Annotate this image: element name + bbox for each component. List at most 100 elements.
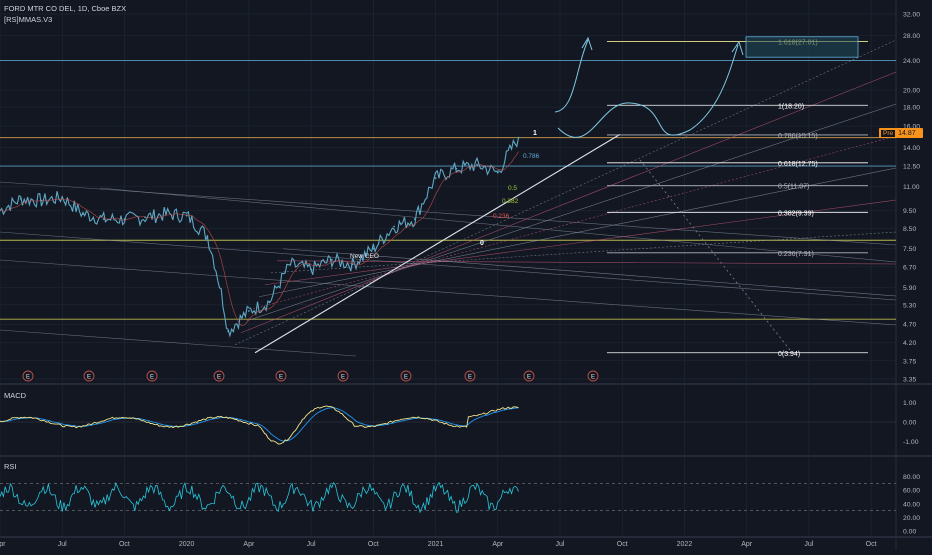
price-data-point — [123, 218, 126, 221]
price-tick-label: 28.00 — [903, 33, 920, 40]
rsi-tick-label: 60.00 — [903, 488, 920, 495]
earnings-marker-label: E — [87, 375, 91, 381]
trend-channel-line — [0, 329, 357, 357]
forecast-arrow-head — [581, 36, 593, 51]
price-tick-label: 18.00 — [903, 105, 920, 112]
fan-line — [246, 103, 897, 322]
price-data-point — [434, 177, 437, 180]
trend-channel-line — [0, 231, 897, 301]
fan-line — [240, 71, 897, 334]
fib-level-label: 0.236(7.31) — [778, 251, 814, 258]
price-tick-label: 5.90 — [903, 285, 916, 292]
time-tick-label: Apr — [741, 541, 753, 548]
moving-average-line — [0, 151, 519, 326]
earnings-marker-label: E — [591, 375, 595, 381]
time-tick-label: Apr — [0, 541, 6, 548]
price-tick-label: 16.00 — [903, 124, 920, 131]
price-data-point — [476, 163, 478, 166]
time-tick-label: Oct — [119, 541, 130, 548]
rsi-tick-label: 80.00 — [903, 474, 920, 481]
forecast-arrow-head — [731, 40, 744, 56]
time-tick-label: Apr — [492, 541, 504, 548]
forecast-path-wave — [557, 44, 739, 138]
earnings-marker-icon — [587, 370, 599, 382]
time-tick-label: 2021 — [428, 541, 444, 548]
macd-tick-label: 1.00 — [903, 400, 916, 407]
price-data-point — [393, 225, 395, 228]
price-data-point — [289, 263, 292, 266]
price-data-point — [19, 198, 22, 200]
rsi-tick-label: 40.00 — [903, 501, 920, 508]
price-data-point — [0, 209, 1, 212]
trend-channel-line — [99, 187, 897, 263]
annotation-zero: 0 — [480, 240, 484, 247]
annotation-5: 0.5 — [508, 185, 517, 192]
macd-signal-line — [0, 407, 519, 442]
earnings-marker-icon — [146, 370, 158, 382]
price-data-point — [185, 214, 188, 217]
indicator-title: [RS]MMAS.V3 — [4, 15, 53, 24]
macd-tick-label: -1.00 — [903, 439, 919, 446]
time-tick-label: Jul — [307, 541, 316, 548]
price-tick-label: 3.75 — [903, 358, 916, 365]
price-tick-label: 12.50 — [903, 164, 920, 171]
earnings-marker-icon — [275, 370, 287, 382]
price-data-point — [310, 268, 313, 271]
price-data-point — [372, 247, 375, 250]
fib-level-label: 0(3.94) — [778, 351, 800, 358]
annotation-new-ceo: New CEO — [350, 253, 379, 260]
price-data-point — [144, 216, 147, 219]
price-tick-label: 5.30 — [903, 302, 916, 309]
rsi-line — [0, 481, 519, 514]
price-tick-label: 32.00 — [903, 12, 920, 19]
price-data-point — [61, 196, 64, 199]
symbol-title: FORD MTR CO DEL, 1D, Cboe BZX — [4, 4, 127, 13]
fan-line — [258, 167, 897, 298]
earnings-marker-label: E — [279, 375, 283, 381]
time-tick-label: Jul — [804, 541, 813, 548]
fan-line — [282, 248, 897, 297]
fan-line — [252, 135, 897, 310]
earnings-marker-icon — [22, 370, 34, 382]
time-tick-label: Oct — [368, 541, 379, 548]
trend-channel-line — [0, 259, 897, 326]
fan-line — [276, 260, 897, 265]
price-data-point — [496, 171, 499, 174]
price-data-point — [330, 258, 333, 261]
annotation-one: 1 — [533, 130, 537, 137]
forecast-path-up — [554, 39, 589, 113]
price-tick-label: 20.00 — [903, 88, 920, 95]
earnings-marker-icon — [464, 370, 476, 382]
projection-dotted-line — [639, 159, 791, 351]
price-tick-label: 4.20 — [903, 340, 916, 347]
target-zone-box — [745, 36, 859, 58]
time-tick-label: 2022 — [677, 541, 693, 548]
price-tick-label: 3.35 — [903, 377, 916, 384]
price-tick-label: 8.50 — [903, 226, 916, 233]
earnings-marker-label: E — [150, 375, 154, 381]
fib-level-label: 1(18.20) — [778, 103, 804, 110]
price-data-point — [517, 136, 520, 139]
rsi-tick-label: 0.00 — [903, 529, 916, 536]
fib-level-label: 0.382(9.39) — [778, 210, 814, 217]
price-data-point — [351, 263, 354, 266]
fan-line — [234, 39, 897, 346]
rsi-tick-label: 20.00 — [903, 515, 920, 522]
time-tick-label: Jul — [58, 541, 67, 548]
macd-tick-label: 0.00 — [903, 420, 916, 427]
time-tick-label: Oct — [617, 541, 628, 548]
price-data-point — [227, 330, 230, 333]
macd-title: MACD — [4, 391, 27, 400]
macd-line — [0, 405, 519, 445]
earnings-marker-label: E — [217, 375, 221, 381]
fan-line — [270, 231, 897, 274]
time-tick-label: Jul — [556, 541, 565, 548]
earnings-marker-label: E — [527, 375, 531, 381]
time-tick-label: Oct — [866, 541, 877, 548]
fib-level-label: 0.5(11.07) — [778, 184, 809, 191]
fib-level-label: 0.786(15.15) — [778, 133, 818, 140]
price-tick-label: 4.70 — [903, 322, 916, 329]
earnings-marker-icon — [523, 370, 535, 382]
